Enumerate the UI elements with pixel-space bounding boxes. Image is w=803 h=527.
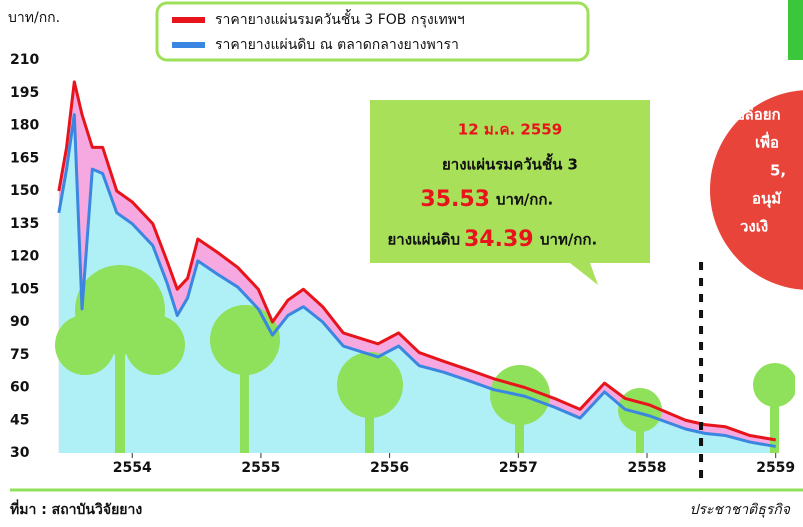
side-note: 5, [770, 162, 786, 180]
y-tick-label: 210 [10, 52, 39, 68]
side-note: วงเงิ [740, 218, 768, 236]
annotation-unit: บาท/กก. [496, 191, 553, 209]
x-tick-label: 2558 [628, 460, 667, 476]
annotation-value: 35.53 [420, 187, 490, 212]
annotation-value: 34.39 [464, 227, 534, 252]
y-axis-label: บาท/กก. [8, 10, 60, 26]
side-note: เพื่อ [755, 132, 779, 152]
annotation-text: ยางแผ่นดิบ [387, 231, 460, 249]
y-tick-label: 90 [10, 314, 30, 330]
y-tick-label: 135 [10, 216, 39, 232]
y-tick-label: 105 [10, 281, 39, 297]
credit: ประชาชาติธุรกิจ [690, 502, 791, 518]
y-tick-label: 180 [10, 118, 39, 134]
y-tick-label: 60 [10, 380, 30, 396]
y-tick-label: 75 [10, 347, 29, 363]
side-note: อนุมั [752, 190, 782, 209]
x-tick-label: 2555 [241, 460, 280, 476]
annotation-date: 12 ม.ค. 2559 [458, 121, 562, 139]
legend-label: ราคายางแผ่นรมควันชั้น 3 FOB กรุงเทพฯ [215, 9, 465, 28]
y-tick-label: 150 [10, 183, 39, 199]
x-tick-label: 2556 [370, 460, 409, 476]
y-tick-label: 195 [10, 85, 39, 101]
chart: บาท/กก. 12 ม.ค. 2559 ยางแผ่นรมควันชั้น 3… [0, 0, 803, 527]
x-tick-label: 2557 [499, 460, 538, 476]
decor-bar [788, 0, 803, 60]
x-tick-label: 2554 [113, 460, 152, 476]
side-note: ปล่อยก [735, 106, 781, 124]
source: ที่มา : สถาบันวิจัยยาง [10, 499, 142, 518]
annotation-unit: บาท/กก. [540, 231, 597, 249]
y-tick-label: 30 [10, 445, 30, 461]
y-tick-label: 120 [10, 249, 39, 265]
x-tick-label: 2559 [756, 460, 795, 476]
annotation-text: ยางแผ่นรมควันชั้น 3 [442, 153, 578, 174]
y-tick-label: 45 [10, 412, 29, 428]
y-tick-label: 165 [10, 150, 39, 166]
legend-label: ราคายางแผ่นดิบ ณ ตลาดกลางยางพารา [215, 37, 459, 53]
